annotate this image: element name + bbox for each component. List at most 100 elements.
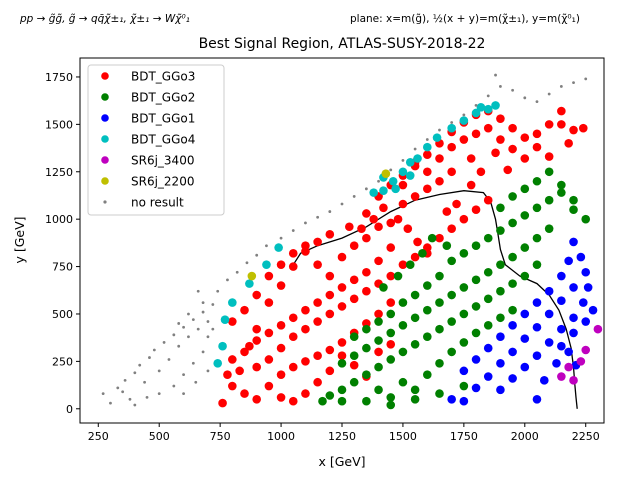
data-point: [362, 267, 371, 277]
data-point: [423, 281, 432, 290]
legend-label: no result: [131, 196, 184, 210]
no-result-point: [572, 81, 575, 85]
y-tick-label: 750: [52, 261, 73, 274]
no-result-point: [211, 303, 215, 306]
data-point: [471, 275, 481, 285]
data-point: [564, 362, 573, 372]
data-point: [379, 283, 388, 292]
data-point: [569, 313, 578, 323]
data-point: [301, 357, 310, 366]
data-point: [557, 188, 566, 197]
no-result-point: [235, 270, 239, 274]
data-point: [393, 214, 403, 224]
data-point: [398, 377, 408, 387]
exclusion-contour: [292, 190, 578, 409]
data-point: [483, 267, 493, 277]
data-point: [471, 328, 481, 338]
no-result-point: [216, 289, 220, 293]
data-point: [576, 252, 586, 262]
data-point: [228, 355, 237, 364]
data-point: [442, 207, 452, 216]
data-point: [349, 360, 359, 370]
data-point: [410, 313, 420, 323]
no-result-point: [128, 397, 132, 401]
data-point: [544, 224, 554, 233]
data-point: [252, 336, 261, 345]
data-point: [228, 298, 237, 307]
data-point: [288, 396, 298, 406]
data-point: [496, 135, 505, 144]
data-point: [423, 167, 432, 177]
data-point: [544, 309, 554, 319]
data-point: [435, 271, 444, 281]
data-point: [410, 290, 420, 300]
x-tick-label: 2000: [511, 430, 539, 443]
series-1: [318, 167, 591, 410]
data-point: [569, 328, 578, 338]
data-point: [313, 298, 322, 307]
legend-label: BDT_GGo2: [131, 91, 195, 105]
no-result-point: [389, 168, 393, 172]
data-point: [252, 394, 261, 404]
y-axis-ticks: 0 250 500 750 1000 1250 1500 1750: [45, 71, 80, 416]
no-result-point: [279, 236, 283, 240]
data-point: [349, 351, 359, 360]
legend-label: BDT_GGo4: [131, 133, 195, 147]
data-point: [532, 203, 542, 213]
no-result-point: [201, 350, 205, 354]
data-point: [581, 345, 591, 355]
data-point: [410, 385, 420, 395]
no-result-point: [425, 138, 429, 141]
data-point: [588, 305, 598, 315]
data-point: [496, 203, 505, 213]
data-point: [471, 241, 481, 251]
data-point: [593, 324, 603, 334]
data-point: [337, 302, 347, 311]
data-point: [240, 347, 249, 357]
data-point: [508, 144, 517, 154]
data-point: [228, 381, 237, 391]
data-point: [252, 324, 261, 334]
data-point: [301, 305, 310, 315]
data-point: [386, 355, 396, 364]
data-point: [578, 298, 588, 307]
no-result-point: [206, 335, 210, 339]
data-point: [581, 214, 591, 224]
no-result-point: [133, 403, 137, 407]
data-point: [349, 241, 359, 251]
data-point: [386, 328, 396, 338]
data-point: [447, 123, 456, 133]
no-result-point: [121, 390, 125, 394]
data-point: [362, 209, 371, 218]
data-point: [218, 341, 227, 351]
data-point: [423, 332, 432, 342]
data-point: [349, 332, 359, 342]
data-point: [459, 396, 469, 406]
data-point: [539, 376, 549, 385]
data-point: [557, 271, 566, 281]
no-result-point: [145, 396, 149, 399]
data-point: [410, 192, 420, 201]
y-tick-label: 1500: [45, 118, 73, 131]
data-point: [337, 338, 347, 347]
data-point: [432, 133, 442, 142]
data-point: [435, 298, 444, 307]
data-point: [459, 381, 469, 391]
data-point: [369, 188, 378, 197]
data-point: [374, 385, 383, 395]
y-tick-label: 1000: [45, 213, 73, 226]
data-point: [413, 237, 422, 247]
data-point: [337, 358, 347, 368]
data-point: [223, 370, 232, 379]
data-point: [391, 184, 400, 194]
data-point: [435, 176, 444, 186]
data-point: [508, 347, 517, 357]
data-point: [325, 290, 335, 300]
data-point: [557, 180, 566, 190]
x-tick-label: 500: [149, 430, 170, 443]
no-result-point: [523, 96, 527, 100]
no-result-point: [377, 179, 380, 183]
data-point: [301, 324, 310, 334]
legend-marker: [101, 72, 109, 80]
data-point: [552, 358, 561, 368]
